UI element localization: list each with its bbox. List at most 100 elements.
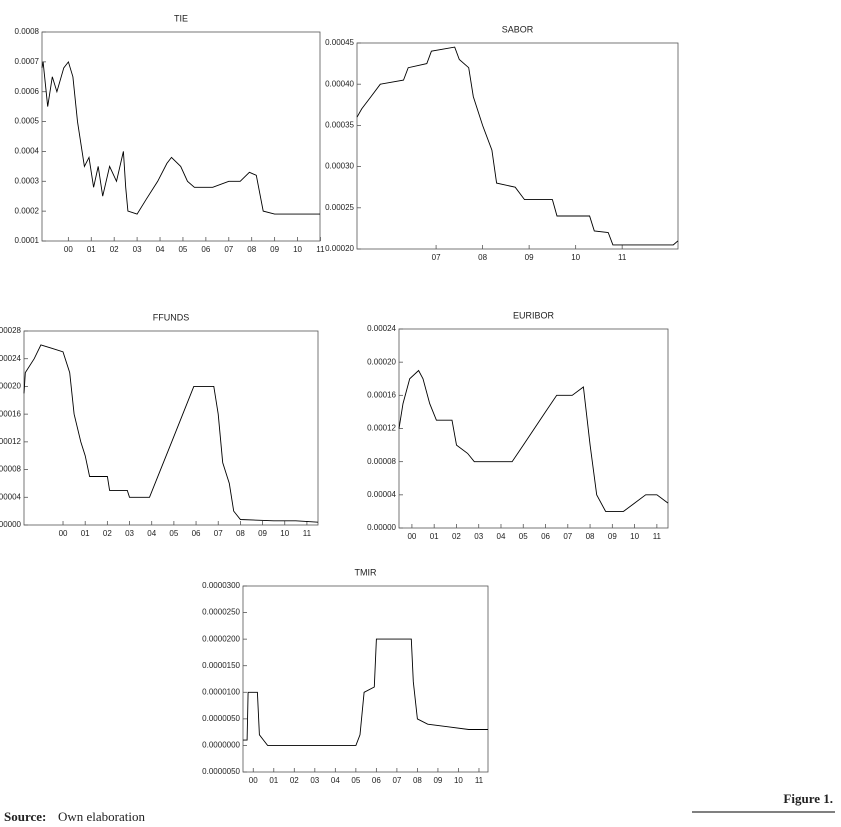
y-tick-label: 0.0004	[15, 147, 40, 156]
y-tick-label: 0.00028	[0, 326, 22, 335]
x-tick-label: 00	[64, 245, 73, 254]
chart-title: TMIR	[355, 567, 377, 577]
x-tick-label: 01	[269, 776, 278, 785]
y-tick-label: 0.00012	[0, 437, 22, 446]
y-tick-label: 0.0000150	[202, 661, 240, 670]
x-tick-label: 10	[293, 245, 302, 254]
y-tick-label: 0.0002	[15, 206, 40, 215]
plot-frame	[41, 31, 321, 242]
x-tick-label: 00	[249, 776, 258, 785]
x-tick-label: 06	[201, 245, 210, 254]
chart-title: TIE	[174, 13, 188, 23]
x-tick-label: 02	[103, 529, 112, 538]
y-tick-label: 0.0000300	[202, 581, 240, 590]
series-line	[243, 638, 488, 746]
y-tick-label: 0.0008	[15, 27, 40, 36]
x-tick-label: 09	[270, 245, 279, 254]
y-tick-label: 0.00035	[325, 121, 354, 130]
x-tick-label: 11	[618, 253, 627, 262]
x-tick-label: 05	[178, 245, 187, 254]
x-tick-label: 08	[586, 532, 595, 541]
y-tick-label: 0.00030	[325, 162, 354, 171]
plot-frame	[356, 42, 679, 250]
x-tick-label: 03	[133, 245, 142, 254]
chart-title: FFUNDS	[153, 312, 190, 322]
y-tick-label: 0.00024	[367, 324, 396, 333]
x-tick-label: 01	[87, 245, 96, 254]
x-tick-label: 09	[608, 532, 617, 541]
x-tick-label: 11	[475, 776, 484, 785]
y-tick-label: 0.00004	[367, 490, 396, 499]
figure-label: Figure 1.	[783, 791, 833, 806]
y-tick-label: 0.0007	[15, 57, 40, 66]
x-tick-label: 10	[280, 529, 289, 538]
series-line	[41, 60, 320, 215]
x-tick-label: 11	[653, 532, 662, 541]
y-tick-label: 0.00025	[325, 203, 354, 212]
x-tick-label: 02	[290, 776, 299, 785]
x-tick-label: 07	[563, 532, 572, 541]
y-tick-label: 0.00000	[0, 520, 22, 529]
x-tick-label: 00	[407, 532, 416, 541]
y-tick-label: 0.00016	[0, 409, 22, 418]
y-tick-label: 0.0000100	[202, 687, 240, 696]
x-tick-label: 03	[474, 532, 483, 541]
y-tick-label: 0.0000050	[202, 767, 240, 776]
y-tick-label: 0.00020	[0, 382, 22, 391]
y-tick-label: 0.0001	[15, 236, 40, 245]
y-tick-label: 0.00012	[367, 424, 396, 433]
x-tick-label: 07	[214, 529, 223, 538]
series-line	[356, 46, 679, 246]
plot-frame	[398, 328, 669, 529]
x-tick-label: 06	[192, 529, 201, 538]
x-tick-label: 04	[497, 532, 506, 541]
x-tick-label: 04	[156, 245, 165, 254]
x-tick-label: 05	[519, 532, 528, 541]
chart-title: EURIBOR	[513, 310, 555, 320]
y-tick-label: 0.00024	[0, 354, 22, 363]
x-tick-label: 08	[247, 245, 256, 254]
x-tick-label: 02	[452, 532, 461, 541]
x-tick-label: 04	[331, 776, 340, 785]
y-tick-label: 0.0005	[15, 117, 40, 126]
source-text: Own elaboration	[58, 809, 146, 824]
x-tick-label: 05	[169, 529, 178, 538]
y-tick-label: 0.00008	[367, 457, 396, 466]
x-tick-label: 04	[147, 529, 156, 538]
x-tick-label: 01	[430, 532, 439, 541]
x-tick-label: 08	[236, 529, 245, 538]
x-tick-label: 07	[432, 253, 441, 262]
y-tick-label: 0.0000200	[202, 634, 240, 643]
plot-frame	[242, 585, 489, 773]
x-tick-label: 07	[224, 245, 233, 254]
source-label: Source:	[4, 809, 46, 824]
plot-frame	[23, 330, 319, 526]
x-tick-label: 00	[59, 529, 68, 538]
series-line	[23, 344, 319, 523]
chart-title: SABOR	[502, 24, 534, 34]
x-tick-label: 10	[454, 776, 463, 785]
x-tick-label: 07	[392, 776, 401, 785]
y-tick-label: 0.0006	[15, 87, 40, 96]
x-tick-label: 02	[110, 245, 119, 254]
x-tick-label: 06	[372, 776, 381, 785]
y-tick-label: 0.0000000	[202, 741, 240, 750]
x-tick-label: 06	[541, 532, 550, 541]
y-tick-label: 0.0000050	[202, 714, 240, 723]
x-tick-label: 10	[571, 253, 580, 262]
y-tick-label: 0.00004	[0, 492, 22, 501]
y-tick-label: 0.00040	[325, 79, 354, 88]
x-tick-label: 09	[258, 529, 267, 538]
y-tick-label: 0.0000250	[202, 608, 240, 617]
x-tick-label: 09	[433, 776, 442, 785]
y-tick-label: 0.00020	[367, 357, 396, 366]
x-tick-label: 03	[310, 776, 319, 785]
x-tick-label: 03	[125, 529, 134, 538]
y-tick-label: 0.00020	[325, 244, 354, 253]
x-tick-label: 11	[316, 245, 325, 254]
x-tick-label: 05	[351, 776, 360, 785]
x-tick-label: 08	[413, 776, 422, 785]
x-tick-label: 09	[525, 253, 534, 262]
x-tick-label: 01	[81, 529, 90, 538]
y-tick-label: 0.0003	[15, 176, 40, 185]
